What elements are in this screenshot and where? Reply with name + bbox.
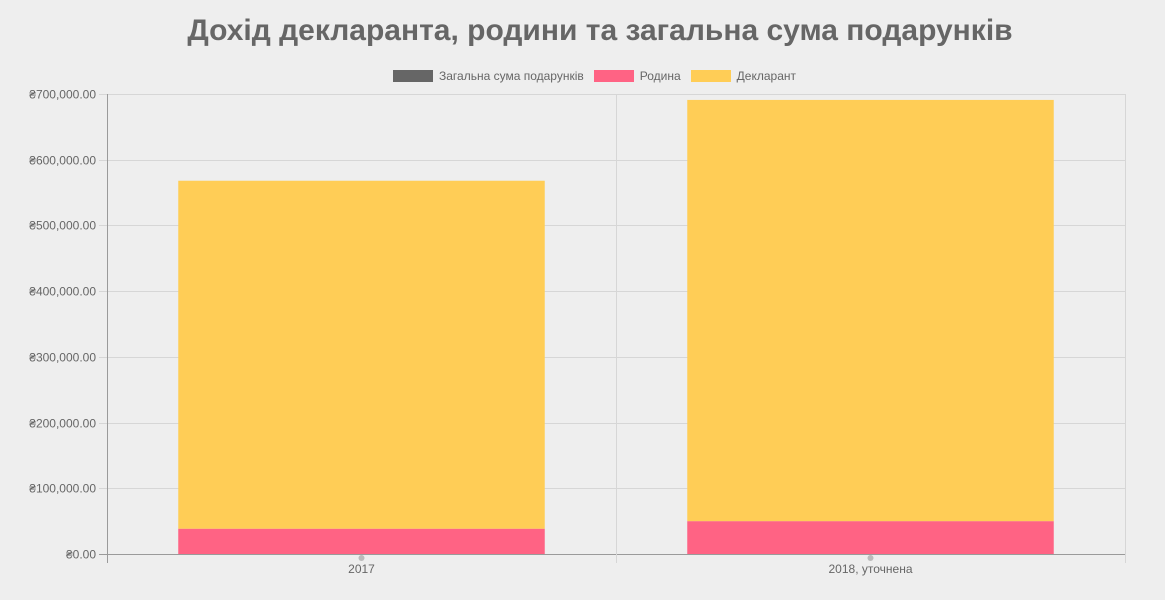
y-tick-label: ₴400,000.00 — [29, 285, 96, 299]
y-tick-label: ₴100,000.00 — [29, 482, 96, 496]
legend-item-2[interactable]: Декларант — [690, 69, 796, 83]
legend-label-1: Родина — [639, 69, 681, 83]
y-tick-label: ₴200,000.00 — [29, 417, 96, 431]
x-tick-label: 2017 — [348, 562, 375, 576]
y-tick-label: ₴600,000.00 — [29, 154, 96, 168]
chart-title: Дохід декларанта, родини та загальна сум… — [187, 14, 1013, 47]
x-tick-label: 2018, уточнена — [829, 562, 913, 576]
legend-label-0: Загальна сума подарунків — [438, 69, 584, 83]
bar-0-series-2 — [178, 180, 545, 529]
zero-marker-1-series-0 — [867, 555, 874, 561]
legend-item-1[interactable]: Родина — [593, 69, 681, 83]
bar-1-series-1 — [687, 521, 1054, 554]
y-tick-label: ₴500,000.00 — [29, 219, 96, 233]
bar-0-series-1 — [178, 528, 545, 554]
y-tick-label: ₴300,000.00 — [29, 351, 96, 365]
legend-swatch-0 — [392, 70, 433, 82]
y-tick-label: ₴700,000.00 — [29, 88, 96, 102]
y-tick-label: ₴0.00 — [66, 548, 96, 562]
zero-marker-0-series-0 — [358, 555, 365, 561]
legend-label-2: Декларант — [736, 69, 796, 83]
legend-item-0[interactable]: Загальна сума подарунків — [392, 69, 584, 83]
bar-1-series-2 — [687, 99, 1054, 522]
legend: Загальна сума подарунків Родина Декларант — [0, 69, 1165, 83]
legend-swatch-1 — [593, 70, 634, 82]
legend-swatch-2 — [690, 70, 731, 82]
